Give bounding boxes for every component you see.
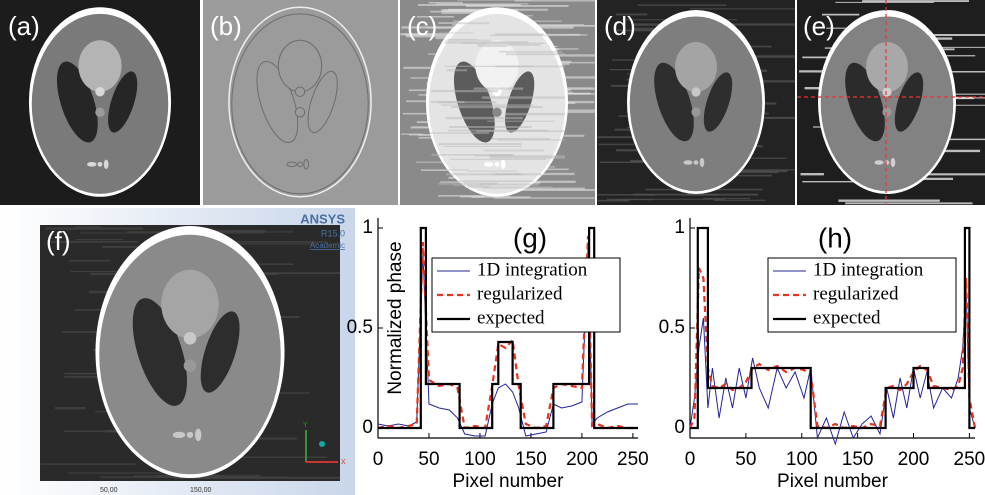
chart-title: (h) <box>818 222 852 253</box>
x-tick-label: 0 <box>373 449 384 470</box>
x-tick-label: 150 <box>842 449 874 470</box>
legend-label: expected <box>477 307 545 328</box>
phantom-part <box>882 87 891 96</box>
x-tick-label: 50 <box>418 449 439 470</box>
x-tick-label: 200 <box>566 449 598 470</box>
phantom-part <box>184 359 197 372</box>
phantom-part <box>187 432 193 438</box>
phantom-part <box>691 107 700 116</box>
phantom-part <box>295 87 304 96</box>
y-tick-label: 1 <box>674 217 685 238</box>
y-tick-label: 1 <box>362 217 373 238</box>
phantom-part <box>295 108 304 117</box>
phantom-part <box>161 270 219 339</box>
ruler-label: 150,00 <box>190 487 212 494</box>
phantom-part <box>492 108 501 117</box>
panel-label: (b) <box>210 11 242 41</box>
triad-label: X <box>341 459 346 466</box>
triad-dot <box>319 441 325 447</box>
phantom-part <box>87 162 96 167</box>
phantom-part <box>683 160 692 165</box>
y-tick-label: 0.5 <box>659 317 685 338</box>
phantom-part <box>694 160 699 165</box>
legend-label: regularized <box>477 283 563 304</box>
x-tick-label: 100 <box>786 449 818 470</box>
panel-label: (e) <box>803 11 835 41</box>
phantom-part <box>691 87 700 96</box>
x-tick-label: 200 <box>898 449 930 470</box>
phantom-part <box>298 162 303 167</box>
x-tick-label: 150 <box>515 449 547 470</box>
phantom-part <box>882 107 891 116</box>
phantom-part <box>874 160 883 165</box>
x-tick-label: 50 <box>735 449 756 470</box>
phantom-part <box>195 429 201 442</box>
phantom-part <box>98 162 103 167</box>
phantom-part <box>866 42 908 92</box>
phantom-part <box>287 162 296 167</box>
figure: (a) (b) (c) (d) (e) (f) ANSYS R15.0 Academic 50,0… <box>0 0 985 495</box>
x-tick-label: 250 <box>617 449 649 470</box>
phantom-part <box>484 162 493 167</box>
ruler-label: 50,00 <box>100 487 118 494</box>
x-axis-label: Pixel number <box>453 471 565 492</box>
triad-label: Y <box>303 422 308 429</box>
phantom-part <box>173 432 186 438</box>
phantom-part <box>891 158 896 167</box>
legend-label: regularized <box>813 283 899 304</box>
panel-label: (a) <box>8 11 40 41</box>
phantom-part <box>95 87 104 96</box>
x-tick-label: 250 <box>954 449 985 470</box>
phantom-part <box>501 160 506 169</box>
panel-label: (c) <box>407 11 437 41</box>
y-tick-label: 0 <box>362 417 373 438</box>
license: Academic <box>310 241 345 250</box>
version: R15.0 <box>321 228 345 238</box>
phantom-part <box>700 158 705 167</box>
x-axis-label: Pixel number <box>777 471 889 492</box>
x-tick-label: 0 <box>685 449 696 470</box>
chart-title: (g) <box>513 222 547 253</box>
y-tick-label: 0 <box>674 417 685 438</box>
phantom-part <box>495 162 500 167</box>
phantom-part <box>184 332 197 345</box>
legend-label: expected <box>813 307 881 328</box>
phantom-part <box>95 108 104 117</box>
x-tick-label: 100 <box>464 449 496 470</box>
phantom-part <box>278 40 321 92</box>
panel-label: (f) <box>46 226 71 256</box>
panel-label: (d) <box>604 11 636 41</box>
y-tick-label: 0.5 <box>347 317 373 338</box>
phantom-part <box>104 160 109 169</box>
phantom-part <box>78 40 121 92</box>
phantom-part <box>885 160 890 165</box>
phantom-part <box>304 160 309 169</box>
legend-label: 1D integration <box>813 259 924 280</box>
legend-label: 1D integration <box>477 259 588 280</box>
brand: ANSYS <box>300 211 345 226</box>
phantom-part <box>675 42 717 92</box>
y-axis-label: Normalized phase <box>385 241 406 394</box>
